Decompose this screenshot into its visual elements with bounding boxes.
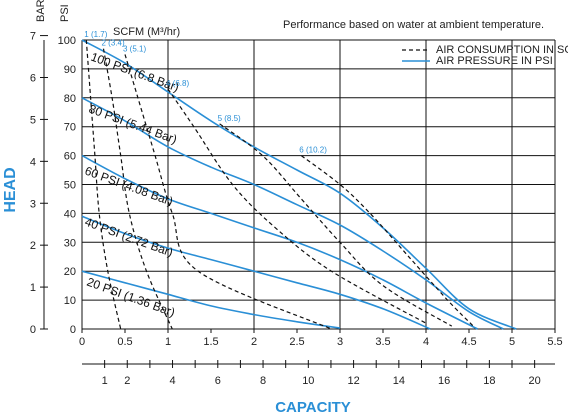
x-tick-label: 1 — [165, 336, 171, 348]
legend: AIR CONSUMPTION IN SCFM AIR PRESSURE IN … — [402, 44, 568, 67]
y-bar-tick-label: 2 — [30, 240, 36, 252]
x2-tick-label: 10 — [302, 375, 314, 387]
y-psi-tick-label: 0 — [70, 324, 76, 336]
x2-tick-label: 12 — [347, 375, 359, 387]
y-psi-tick-label: 10 — [64, 295, 76, 307]
legend-entry-air-consumption: AIR CONSUMPTION IN SCFM — [436, 44, 568, 56]
scfm-curve-label: 6 (10.2) — [299, 146, 327, 155]
scfm-curve-label: 2 (3.4) — [102, 39, 125, 48]
y-axis-title: HEAD — [2, 167, 19, 212]
y-axis-title-bar: BAR — [35, 0, 47, 22]
y-bar-tick-label: 0 — [30, 324, 36, 336]
scfm-curve-label: 5 (8.5) — [218, 114, 241, 123]
y-axis-title-psi: PSI — [59, 4, 71, 22]
grid — [81, 39, 556, 330]
x2-tick-label: 4 — [169, 375, 175, 387]
x2-tick-label: 1 — [102, 375, 108, 387]
axes: 0 0.5 1 1.5 2 2.5 3 3.5 4 4.5 5 5.51 2 4 6 8 10 12 14 16 18 2… — [30, 31, 563, 387]
y-psi-tick-label: 90 — [64, 64, 76, 76]
pressure-curve-label: 60 PSI (4.08 Bar) — [83, 164, 175, 209]
y-bar-tick-label: 6 — [30, 73, 36, 85]
y-bar-tick-label: 3 — [30, 198, 36, 210]
x2-tick-label: 8 — [260, 375, 266, 387]
x-tick-label: 2 — [251, 336, 257, 348]
pressure-curve-label: 40 PSI (2.72 Bar) — [83, 215, 175, 260]
y-bar-tick-label: 7 — [30, 31, 36, 43]
pressure-curve-label: 20 PSI (1.36 Bar) — [85, 275, 177, 320]
legend-entry-air-pressure: AIR PRESSURE IN PSI — [436, 55, 553, 67]
x2-tick-label: 20 — [529, 375, 541, 387]
scfm-curve — [300, 155, 474, 327]
scfm-curve-label: 4 (6.8) — [166, 79, 189, 88]
scfm-curve-label: 1 (1.7) — [84, 30, 107, 39]
y-psi-tick-label: 70 — [64, 122, 76, 134]
x-tick-label: 1.5 — [203, 336, 218, 348]
x-tick-label: 0 — [79, 336, 85, 348]
scfm-title: SCFM (M³/hr) — [113, 26, 180, 38]
scfm-curve — [102, 48, 173, 330]
y-psi-tick-label: 40 — [64, 208, 76, 220]
x-tick-label: 3 — [337, 336, 343, 348]
pressure-curve — [81, 154, 478, 330]
y-psi-tick-label: 60 — [64, 151, 76, 163]
pressure-curve — [81, 270, 341, 329]
scfm-curve — [124, 54, 332, 330]
x-tick-label: 2.5 — [289, 336, 304, 348]
pressure-curve — [81, 39, 517, 330]
pressure-curve-label: 80 PSI (5.44 Bar) — [87, 102, 179, 147]
scfm-curves: 1 (1.7)2 (3.4)3 (5.1) 4 (6.8) 5 (8.5) 6 (10… — [84, 30, 474, 330]
y-bar-tick-label: 5 — [30, 114, 36, 126]
y-psi-tick-label: 30 — [64, 237, 76, 249]
x2-tick-label: 2 — [124, 375, 130, 387]
y-bar-tick-label: 1 — [30, 282, 36, 294]
y-psi-tick-label: 80 — [64, 93, 76, 105]
x-axis-title: CAPACITY — [275, 399, 351, 416]
x2-tick-label: 6 — [215, 375, 221, 387]
x-tick-label: 4 — [423, 336, 429, 348]
scfm-curve — [219, 123, 453, 327]
y-psi-tick-label: 20 — [64, 266, 76, 278]
x-tick-label: 5.5 — [547, 336, 562, 348]
performance-note: Performance based on water at ambient te… — [283, 19, 544, 31]
scfm-curve-label: 3 (5.1) — [123, 44, 146, 53]
x2-tick-label: 18 — [483, 375, 495, 387]
pressure-curve — [81, 97, 504, 330]
scfm-curve — [85, 39, 122, 330]
x2-tick-label: 14 — [393, 375, 405, 387]
x2-tick-label: 16 — [438, 375, 450, 387]
pressure-curve — [81, 215, 431, 330]
y-psi-tick-label: 50 — [64, 180, 76, 192]
scfm-curve — [167, 88, 427, 324]
x-tick-label: 5 — [509, 336, 515, 348]
y-bar-tick-label: 4 — [30, 156, 36, 168]
x-tick-label: 3.5 — [375, 336, 390, 348]
x-tick-label: 0.5 — [117, 336, 132, 348]
x-tick-label: 4.5 — [461, 336, 476, 348]
y-psi-tick-label: 100 — [58, 35, 76, 47]
